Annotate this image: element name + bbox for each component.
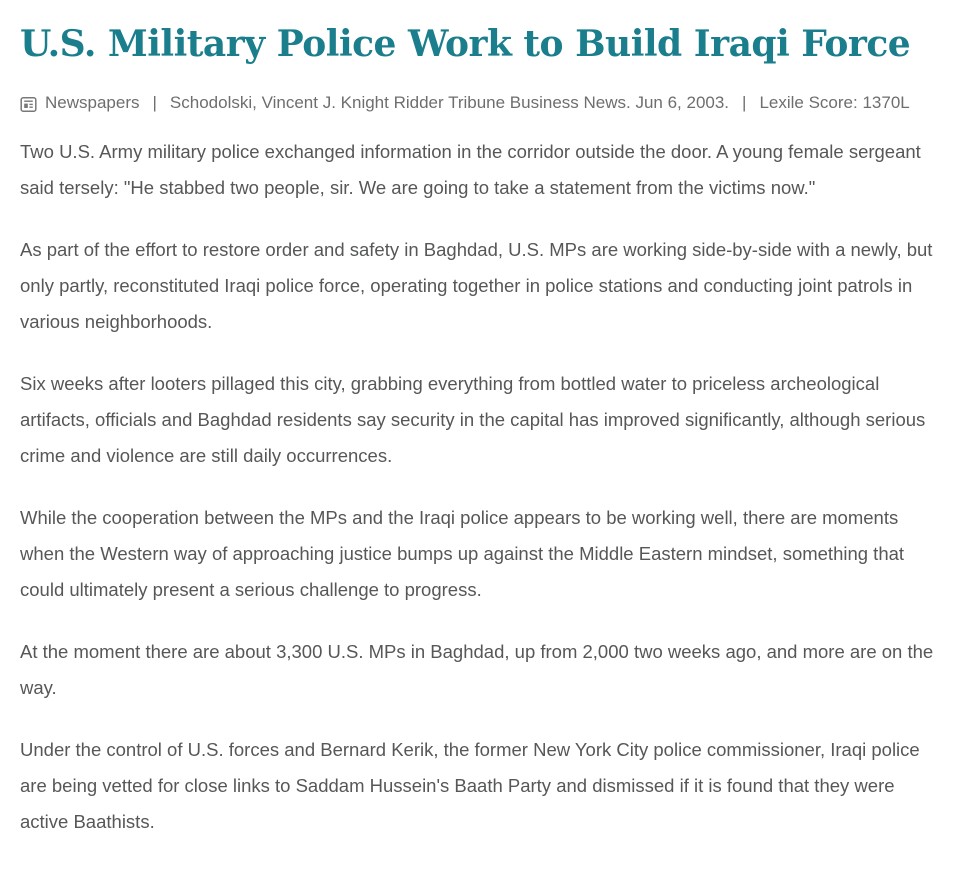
article-paragraph: Under the control of U.S. forces and Ber…: [20, 739, 920, 833]
article-paragraph: At the moment there are about 3,300 U.S.…: [20, 641, 934, 699]
article-page: U.S. Military Police Work to Build Iraqi…: [0, 23, 968, 840]
lexile-score: Lexile Score: 1370L: [759, 93, 910, 113]
article-paragraph: Six weeks after looters pillaged this ci…: [20, 373, 926, 467]
meta-separator: |: [152, 93, 157, 113]
meta-separator: |: [742, 93, 747, 113]
article-meta-row: Newspapers | Schodolski, Vincent J. Knig…: [20, 93, 948, 113]
article-body: Two U.S. Army military police exchanged …: [20, 134, 946, 840]
article-paragraph: As part of the effort to restore order a…: [20, 239, 933, 333]
article-title: U.S. Military Police Work to Build Iraqi…: [20, 23, 911, 65]
article-paragraph: Two U.S. Army military police exchanged …: [20, 141, 921, 199]
newspaper-icon: [20, 96, 37, 113]
category-label: Newspapers: [45, 93, 140, 113]
category-tag: Newspapers: [20, 93, 140, 113]
source-citation: Schodolski, Vincent J. Knight Ridder Tri…: [169, 93, 730, 113]
article-paragraph: While the cooperation between the MPs an…: [20, 507, 905, 601]
